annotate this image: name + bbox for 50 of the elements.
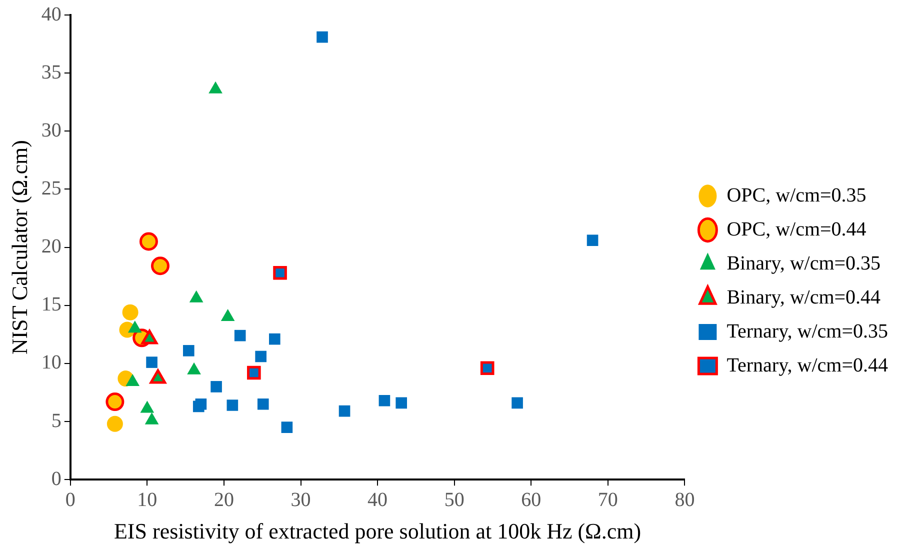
point	[480, 361, 494, 376]
x-tick-label: 40	[368, 488, 388, 511]
x-tick-label: 70	[598, 488, 618, 511]
x-tick-label: 80	[674, 488, 695, 511]
y-axis-title: NIST Calculator (Ω.cm)	[6, 140, 32, 355]
point	[150, 256, 170, 276]
y-tick-label: 30	[41, 119, 62, 142]
point	[255, 350, 266, 362]
point	[146, 356, 158, 368]
point	[182, 345, 194, 356]
y-tick-label: 35	[41, 61, 62, 84]
point	[268, 333, 280, 345]
legend-label: Ternary, w/cm=0.44	[726, 354, 888, 376]
point	[226, 400, 238, 411]
point	[106, 392, 124, 412]
y-tick-label: 20	[41, 236, 62, 258]
legend-label: Binary, w/cm=0.44	[726, 286, 881, 308]
legend-label: Binary, w/cm=0.35	[726, 252, 881, 274]
point	[281, 422, 293, 433]
y-tick-label: 15	[41, 294, 62, 316]
point	[139, 232, 158, 251]
point	[273, 266, 287, 280]
y-tick-label: 25	[41, 177, 62, 200]
x-tick-label: 30	[290, 488, 311, 511]
x-tick-label: 50	[444, 488, 464, 511]
point	[396, 397, 408, 409]
point	[106, 416, 123, 432]
x-tick-label: 20	[214, 488, 234, 511]
x-axis-title: EIS resistivity of extracted pore solution at 100k Hz (Ω.cm)	[114, 518, 642, 544]
point	[586, 234, 598, 246]
y-tick-label: 5	[51, 410, 62, 432]
legend-label: Ternary, w/cm=0.35	[726, 320, 888, 342]
x-tick-label: 10	[137, 488, 158, 511]
point	[338, 405, 350, 417]
x-tick-label: 0	[65, 488, 76, 511]
legend-label: OPC, w/cm=0.35	[726, 184, 866, 206]
point	[247, 366, 261, 380]
y-tick-label: 0	[51, 468, 62, 490]
point	[210, 381, 222, 392]
x-tick-label: 60	[521, 488, 542, 511]
point	[316, 31, 328, 43]
point	[195, 398, 207, 410]
y-tick-label: 10	[41, 352, 62, 374]
point	[257, 398, 269, 410]
legend-label: OPC, w/cm=0.44	[726, 218, 866, 240]
y-tick-label: 40	[41, 3, 62, 26]
point	[234, 330, 246, 342]
point	[512, 397, 523, 409]
point	[378, 394, 390, 406]
point	[122, 304, 138, 320]
